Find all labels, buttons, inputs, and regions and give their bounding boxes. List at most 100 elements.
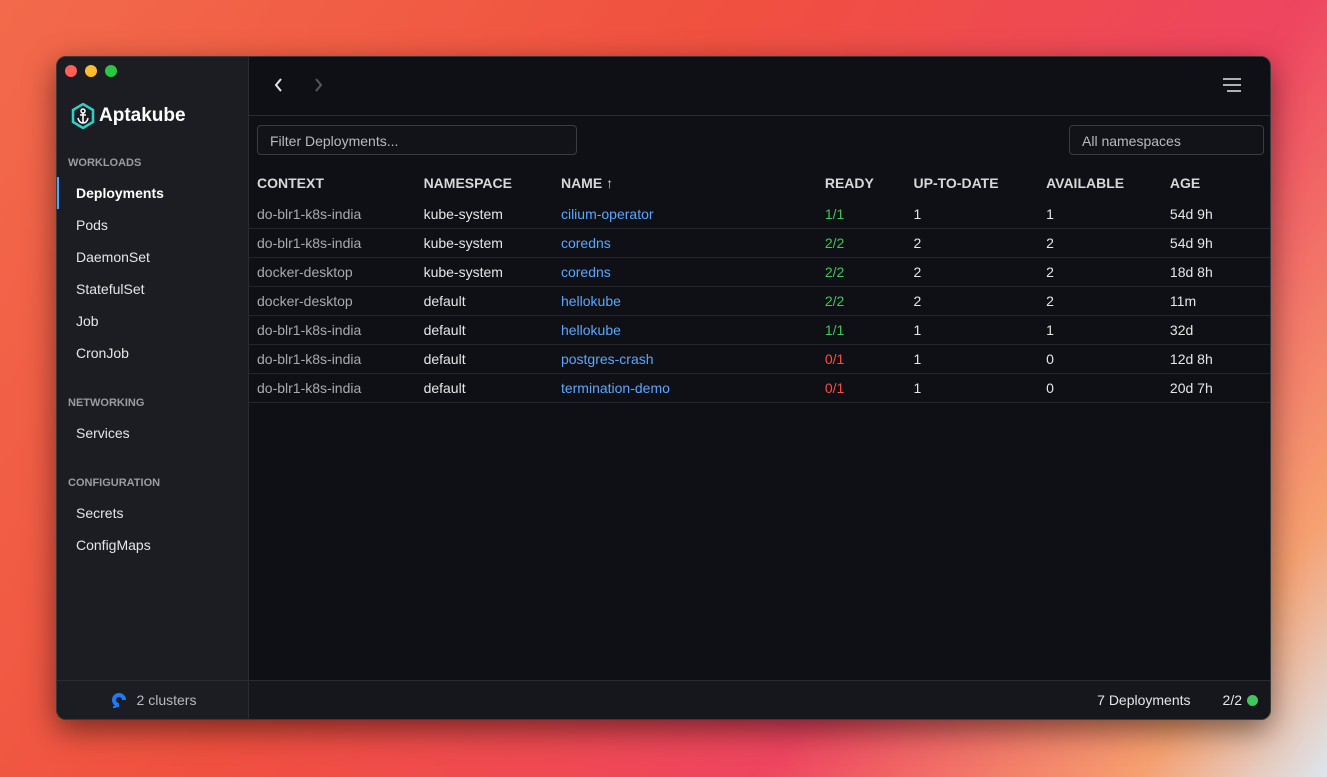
clusters-indicator[interactable]: 2 clusters [57,680,248,719]
name-cell[interactable]: termination-demo [552,373,817,403]
up-to-date-cell: 2 [905,257,1039,287]
filter-input[interactable]: Filter Deployments... [257,125,577,155]
namespace-cell: default [415,315,553,345]
nav-item[interactable]: Job [76,313,99,329]
name-cell[interactable]: hellokube [552,315,817,345]
available-cell: 0 [1038,344,1162,374]
ready-cell: 2/2 [816,228,906,258]
up-to-date-cell: 1 [905,344,1039,374]
main-panel: Filter Deployments... All namespaces CON… [249,57,1270,719]
age-cell: 11m [1161,286,1270,316]
filter-placeholder: Filter Deployments... [270,133,399,149]
nav-item[interactable]: StatefulSet [76,281,145,297]
nav-item[interactable]: Secrets [76,505,124,521]
ready-cell: 2/2 [816,257,906,287]
nav-item[interactable]: Services [76,425,130,441]
context-cell: do-blr1-k8s-india [249,228,416,258]
nav-item[interactable]: ConfigMaps [76,537,151,553]
ready-cell: 0/1 [816,344,906,374]
context-cell: docker-desktop [249,286,416,316]
table-row[interactable]: do-blr1-k8s-india default postgres-crash 0/… [249,344,1270,374]
age-cell: 54d 9h [1161,228,1270,258]
resource-count: 7 Deployments [1097,692,1191,708]
close-button[interactable] [65,65,77,77]
table-row[interactable]: docker-desktop kube-system coredns 2/2 2 2 18d… [249,257,1270,287]
available-cell: 1 [1038,315,1162,345]
context-cell: do-blr1-k8s-india [249,344,416,374]
app-window: Aptakube WORKLOADS Deployments Pods DaemonS… [56,56,1271,720]
name-cell[interactable]: cilium-operator [552,200,817,229]
table-row[interactable]: do-blr1-k8s-india kube-system cilium-opera… [249,200,1270,229]
name-cell[interactable]: coredns [552,257,817,287]
section-title: NETWORKING [68,397,145,409]
column-header[interactable]: UP-TO-DATE [913,175,999,191]
context-cell: docker-desktop [249,257,416,287]
deployments-table: CONTEXT NAMESPACE NAME ↑ READY UP-TO-DATE AVA… [249,166,1270,403]
table-row[interactable]: do-blr1-k8s-india kube-system coredns 2/2 2 2… [249,228,1270,258]
nav-item[interactable]: CronJob [76,345,129,361]
up-to-date-cell: 2 [905,228,1039,258]
table-row[interactable]: do-blr1-k8s-india default termination-demo… [249,373,1270,403]
ready-cell: 1/1 [816,315,906,345]
zoom-button[interactable] [105,65,117,77]
top-bar [249,57,1270,116]
nav-section: NETWORKING Services [57,393,248,449]
column-header[interactable]: CONTEXT [257,175,324,191]
context-cell: do-blr1-k8s-india [249,373,416,403]
column-header[interactable]: AVAILABLE [1046,175,1125,191]
nav-section: WORKLOADS Deployments Pods DaemonSet Statefu… [57,153,248,369]
status-dot [1247,694,1258,706]
forward-button[interactable] [313,77,325,93]
nav-item[interactable]: Pods [76,217,108,233]
ready-cell: 2/2 [816,286,906,316]
nav-item[interactable]: Deployments [57,177,248,209]
sidebar: Aptakube WORKLOADS Deployments Pods DaemonS… [57,57,249,719]
up-to-date-cell: 1 [905,315,1039,345]
up-to-date-cell: 2 [905,286,1039,316]
table-row[interactable]: do-blr1-k8s-india default hellokube 1/1 1 1 32… [249,315,1270,345]
nav-section: CONFIGURATION Secrets ConfigMaps [57,473,248,561]
column-header[interactable]: NAMESPACE [423,175,512,191]
menu-button[interactable] [1222,77,1242,93]
nav-item[interactable]: DaemonSet [76,249,150,265]
available-cell: 0 [1038,373,1162,403]
minimize-button[interactable] [85,65,97,77]
connection-status: 2/2 [1223,692,1258,708]
cluster-icon [111,693,126,708]
name-cell[interactable]: postgres-crash [552,344,817,374]
up-to-date-cell: 1 [905,200,1039,229]
section-title: CONFIGURATION [68,477,161,489]
available-cell: 2 [1038,286,1162,316]
logo: Aptakube [71,103,186,129]
name-cell[interactable]: hellokube [552,286,817,316]
available-cell: 1 [1038,200,1162,229]
ready-cell: 1/1 [816,200,906,229]
status-label: 2/2 [1222,692,1242,708]
column-header[interactable]: AGE [1169,175,1201,191]
available-cell: 2 [1038,228,1162,258]
nav: WORKLOADS Deployments Pods DaemonSet Statefu… [57,153,248,585]
column-header[interactable]: READY [824,175,874,191]
app-name: Aptakube [99,105,186,126]
context-cell: do-blr1-k8s-india [249,315,416,345]
up-to-date-cell: 1 [905,373,1039,403]
logo-icon [71,103,95,129]
age-cell: 54d 9h [1161,200,1270,229]
table-row[interactable]: docker-desktop default hellokube 2/2 2 2 11m [249,286,1270,316]
namespace-cell: default [415,373,553,403]
age-cell: 18d 8h [1161,257,1270,287]
ready-cell: 0/1 [816,373,906,403]
name-cell[interactable]: coredns [552,228,817,258]
section-title: WORKLOADS [68,157,142,169]
header-row: CONTEXT NAMESPACE NAME ↑ READY UP-TO-DATE AVA… [249,166,1270,200]
status-bar: 7 Deployments 2/2 [249,680,1270,719]
column-header[interactable]: NAME ↑ [560,175,614,191]
namespace-cell: kube-system [415,200,553,229]
namespace-label: All namespaces [1082,133,1181,149]
age-cell: 20d 7h [1161,373,1270,403]
back-button[interactable] [273,77,285,93]
namespace-select[interactable]: All namespaces [1069,125,1264,155]
age-cell: 32d [1161,315,1270,345]
namespace-cell: kube-system [415,257,553,287]
